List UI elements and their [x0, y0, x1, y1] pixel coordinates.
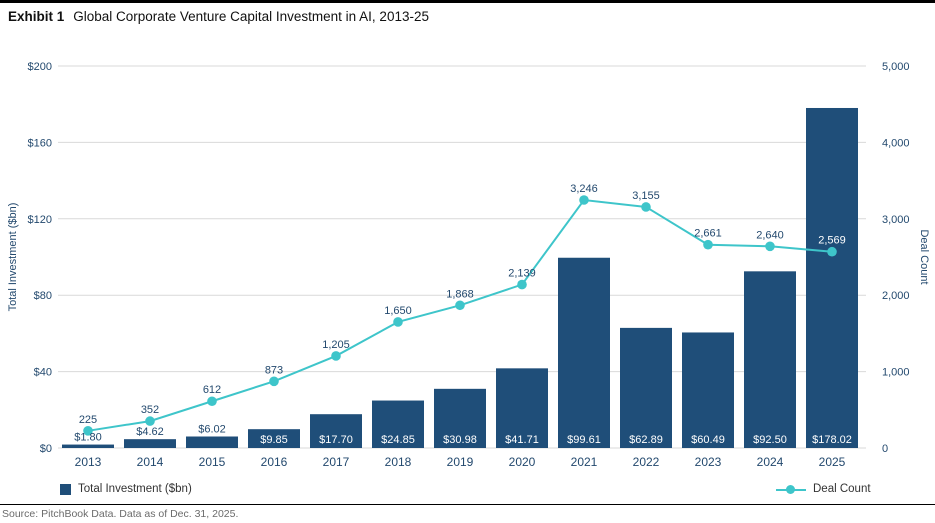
left-axis-tick-0: $0 — [40, 443, 52, 455]
line-series-marker — [776, 484, 806, 495]
deal-label-2020: 2,139 — [508, 268, 536, 280]
x-label-2022: 2022 — [633, 455, 660, 469]
deal-dot-2022 — [641, 202, 651, 212]
right-axis-tick-0: 0 — [882, 443, 888, 455]
x-label-2021: 2021 — [571, 455, 598, 469]
deal-dot-2014 — [145, 416, 155, 426]
x-label-2018: 2018 — [385, 455, 412, 469]
deal-dot-2017 — [331, 351, 341, 361]
bar-label-2025: $178.02 — [812, 434, 852, 446]
x-label-2017: 2017 — [323, 455, 350, 469]
deal-label-2014: 352 — [141, 404, 159, 416]
bar-label-2017: $17.70 — [319, 434, 353, 446]
x-label-2016: 2016 — [261, 455, 288, 469]
line-marker-dot — [786, 484, 795, 494]
deal-label-2018: 1,650 — [384, 305, 412, 317]
deal-dot-2015 — [207, 396, 217, 407]
deal-label-2019: 1,868 — [446, 288, 474, 300]
left-axis-tick-1: $40 — [34, 367, 52, 379]
left-axis-title: Total Investment ($bn) — [7, 203, 19, 312]
deal-label-2022: 3,155 — [632, 190, 660, 202]
bar-2021 — [558, 257, 610, 448]
deal-label-2024: 2,640 — [756, 229, 784, 241]
deal-dot-2013 — [83, 426, 93, 436]
bar-2019 — [434, 388, 486, 448]
right-axis-tick-5: 5,000 — [882, 61, 910, 73]
bar-2015 — [186, 436, 238, 448]
right-axis-tick-1: 1,000 — [882, 367, 910, 379]
deal-dot-2025 — [827, 246, 837, 257]
x-label-2015: 2015 — [199, 455, 226, 469]
bar-label-2024: $92.50 — [753, 434, 787, 446]
bar-label-2020: $41.71 — [505, 434, 539, 446]
x-label-2025: 2025 — [819, 455, 846, 469]
right-axis-tick-2: 2,000 — [882, 290, 910, 302]
exhibit-number-label: Exhibit 1 — [8, 9, 65, 24]
deal-label-2016: 873 — [265, 364, 283, 376]
source-rule — [0, 504, 935, 505]
x-label-2013: 2013 — [75, 455, 102, 469]
x-label-2019: 2019 — [447, 455, 474, 469]
legend-total-investment: Total Investment ($bn) — [60, 483, 192, 495]
bar-2024 — [744, 271, 796, 448]
deal-dot-2021 — [579, 195, 589, 205]
right-axis-tick-3: 3,000 — [882, 214, 910, 226]
bar-label-2016: $9.85 — [260, 434, 288, 446]
bar-2020 — [496, 368, 548, 448]
deal-label-2023: 2,661 — [694, 228, 722, 240]
deal-label-2017: 1,205 — [322, 339, 350, 351]
deal-dot-2018 — [393, 317, 403, 327]
bar-2022 — [620, 327, 672, 448]
right-axis-tick-4: 4,000 — [882, 137, 910, 149]
bar-label-2021: $99.61 — [567, 434, 601, 446]
deal-dot-2023 — [703, 239, 713, 250]
bar-label-2013: $1.80 — [74, 432, 102, 444]
deal-label-2021: 3,246 — [570, 183, 598, 195]
bar-2014 — [124, 439, 176, 448]
combo-chart: $0 0 $40 1,000 $80 2,000 $120 3,000 $160 4,000 $20… — [7, 61, 930, 469]
bar-label-2023: $60.49 — [691, 434, 725, 446]
bar-series-swatch — [60, 483, 71, 495]
bar-2013 — [62, 444, 114, 448]
bar-label-2022: $62.89 — [629, 434, 663, 446]
top-rule — [0, 0, 935, 3]
deal-dot-2024 — [765, 241, 775, 252]
legend-line-label: Deal Count — [813, 483, 871, 495]
x-label-2023: 2023 — [695, 455, 722, 469]
deal-label-2015: 612 — [203, 384, 221, 396]
bar-2025 — [806, 107, 858, 448]
bar-label-2014: $4.62 — [136, 426, 164, 438]
deal-dot-2020 — [517, 279, 527, 290]
left-axis-tick-5: $200 — [28, 61, 52, 73]
bar-2023 — [682, 332, 734, 448]
bar-label-2015: $6.02 — [198, 424, 226, 436]
deal-label-2013: 225 — [79, 414, 97, 426]
deal-dot-2016 — [269, 376, 279, 387]
bar-2016 — [248, 429, 300, 448]
x-label-2014: 2014 — [137, 455, 164, 469]
bar-label-2019: $30.98 — [443, 434, 477, 446]
bar-2018 — [372, 400, 424, 448]
bar-2017 — [310, 414, 362, 448]
legend-bar-label: Total Investment ($bn) — [78, 483, 192, 495]
chart-title-text: Global Corporate Venture Capital Investm… — [73, 9, 429, 24]
x-label-2020: 2020 — [509, 455, 536, 469]
legend-deal-count: Deal Count — [776, 483, 871, 495]
source-attribution: Source: PitchBook Data. Data as of Dec. … — [2, 508, 239, 520]
left-axis-tick-4: $160 — [28, 137, 52, 149]
left-axis-tick-2: $80 — [34, 290, 52, 302]
bar-label-2018: $24.85 — [381, 434, 415, 446]
page-title: Exhibit 1 Global Corporate Venture Capita… — [8, 9, 429, 24]
left-axis-tick-3: $120 — [28, 214, 52, 226]
deal-label-2025: 2,569 — [818, 235, 846, 247]
right-axis-title: Deal Count — [918, 229, 930, 284]
x-label-2024: 2024 — [757, 455, 784, 469]
deal-dot-2019 — [455, 300, 465, 311]
